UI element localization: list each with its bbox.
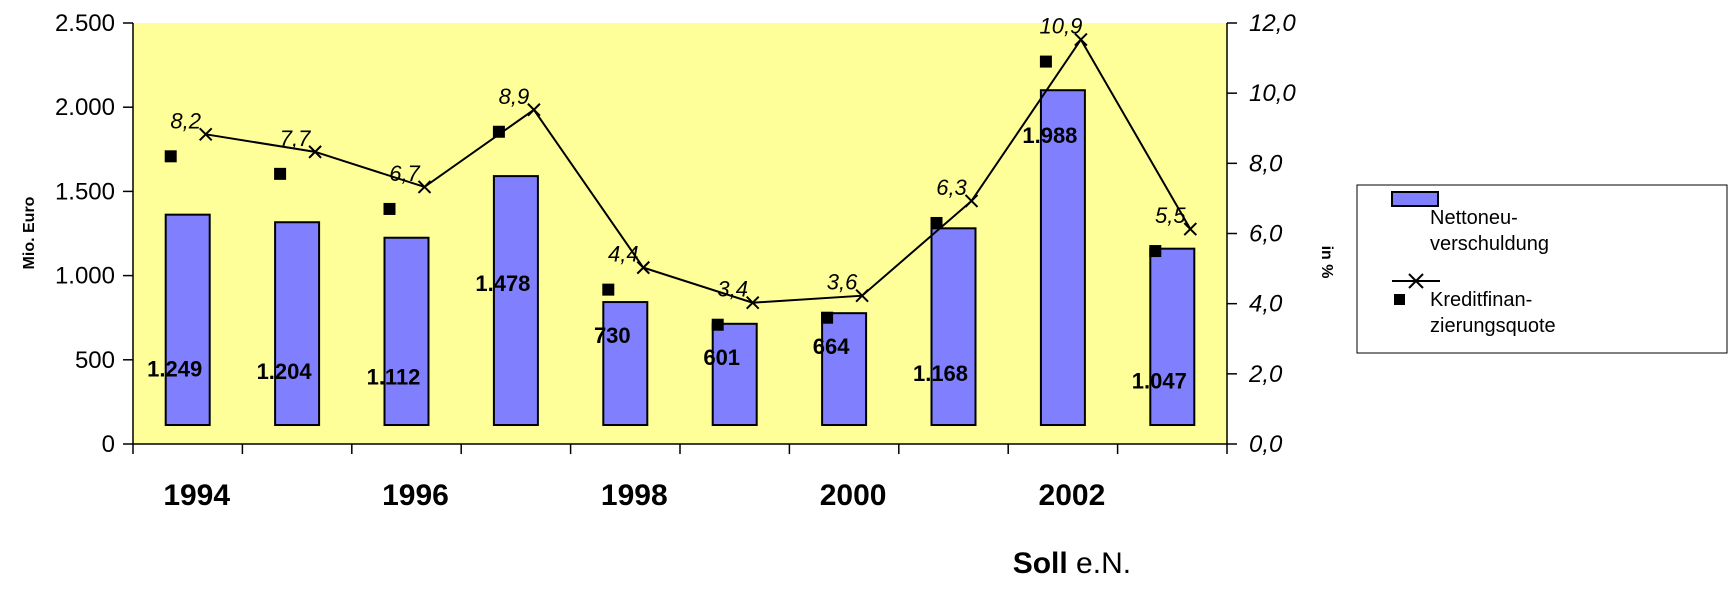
square-marker: [164, 150, 177, 163]
y-tick-label-left: 500: [75, 347, 115, 374]
x-marker: [745, 296, 760, 310]
line-value-label: 6,3: [936, 175, 967, 200]
bar-value-label: 601: [703, 345, 740, 370]
bar-value-label: 1.249: [147, 356, 202, 381]
x-marker: [527, 103, 541, 117]
y-tick-label-left: 1.500: [55, 178, 115, 205]
x-marker: [1183, 222, 1198, 236]
square-marker: [1149, 245, 1162, 258]
x-tick-label: 1998: [601, 479, 668, 512]
legend-line-label-line2: zierungsquote: [1430, 315, 1556, 337]
line-value-label: 8,2: [170, 108, 201, 133]
x-tick-label: 1996: [382, 479, 449, 512]
x-marker: [964, 194, 979, 208]
bar-value-label: 1.478: [475, 271, 530, 296]
bar-value-label: 1.112: [367, 365, 421, 390]
square-marker: [821, 311, 834, 324]
line-value-label: 3,6: [827, 270, 858, 295]
x-marker: [198, 127, 213, 142]
line-value-label: 3,4: [717, 277, 748, 302]
x-marker: [855, 288, 869, 303]
square-marker: [1039, 55, 1052, 68]
legend-bar-label-line2: verschuldung: [1430, 233, 1549, 255]
square-marker: [602, 283, 615, 296]
bar: [602, 301, 649, 426]
x-extra-label-part1: Soll: [1013, 547, 1076, 580]
y-tick-label-right: 4,0: [1249, 291, 1283, 318]
square-marker: [930, 216, 943, 229]
bar: [1149, 247, 1196, 426]
square-marker: [274, 167, 287, 180]
y-tick-label-right: 10,0: [1249, 80, 1296, 107]
x-extra-label: Soll e.N.: [1013, 547, 1131, 580]
square-marker: [492, 125, 505, 138]
legend-x-marker: [1408, 273, 1424, 289]
bar: [274, 221, 321, 426]
x-marker: [417, 180, 432, 194]
y-tick-label-right: 6,0: [1249, 221, 1283, 248]
line-value-label: 8,9: [499, 84, 530, 109]
y-tick-label-left: 0: [102, 431, 115, 458]
bar-value-label: 730: [594, 323, 631, 348]
y-tick-label-left: 1.000: [55, 263, 115, 290]
x-extra-label-part2: e.N.: [1076, 547, 1131, 580]
square-marker: [383, 202, 396, 215]
bar-value-label: 664: [813, 334, 850, 359]
legend-box: [1356, 184, 1728, 354]
series-line: [205, 37, 1192, 304]
y-tick-label-right: 2,0: [1248, 361, 1283, 388]
legend: Nettoneu- verschuldung Kreditfinan- zier…: [1356, 184, 1728, 354]
x-marker: [1074, 32, 1088, 47]
line-value-label: 4,4: [608, 242, 639, 267]
y-tick-label-right: 12,0: [1249, 10, 1296, 37]
x-tick-label: 2002: [1039, 479, 1106, 512]
bar: [164, 213, 211, 426]
bar: [492, 175, 539, 426]
bar: [711, 322, 758, 426]
bar: [383, 236, 430, 426]
legend-bar-swatch: [1391, 191, 1439, 207]
legend-bar-label-line1: Nettoneu-: [1430, 207, 1518, 229]
bar-value-label: 1.168: [913, 361, 968, 386]
y-axis-title-right: in %: [1318, 246, 1335, 279]
legend-line-label-line1: Kreditfinan-: [1430, 289, 1532, 311]
legend-square-marker: [1394, 294, 1405, 305]
square-marker: [711, 318, 724, 331]
line-value-label: 7,7: [280, 126, 311, 151]
line-value-label: 5,5: [1155, 203, 1186, 228]
line-value-label: 10,9: [1039, 14, 1082, 39]
x-tick-label: 1994: [163, 479, 230, 512]
y-axis-title-left: Mio. Euro: [21, 196, 38, 269]
line-value-label: 6,7: [389, 161, 420, 186]
y-tick-label-right: 0,0: [1249, 431, 1283, 458]
x-marker: [636, 260, 651, 275]
y-tick-label-right: 8,0: [1249, 150, 1283, 177]
y-tick-label-left: 2.500: [55, 10, 115, 37]
x-tick-label: 2000: [820, 479, 887, 512]
y-tick-label-left: 2.000: [55, 94, 115, 121]
bar-value-label: 1.047: [1132, 369, 1187, 394]
bar-value-label: 1.988: [1022, 123, 1077, 148]
x-marker: [308, 145, 322, 159]
bar-value-label: 1.204: [257, 359, 313, 384]
bar: [1039, 89, 1086, 427]
bar: [821, 312, 868, 426]
bar: [930, 227, 977, 426]
